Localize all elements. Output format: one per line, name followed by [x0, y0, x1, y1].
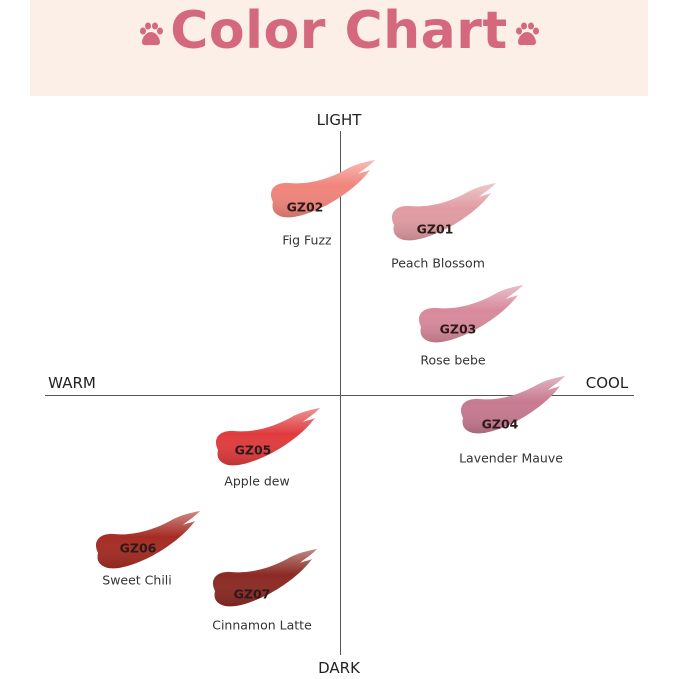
lip-swatch-shape	[391, 183, 496, 241]
swatch-name: Sweet Chili	[102, 572, 172, 588]
lip-swatch-shape	[95, 511, 200, 569]
paw-icon	[140, 22, 164, 46]
axis-label-dark: DARK	[318, 659, 360, 677]
swatch-name: Lavender Mauve	[459, 450, 563, 466]
vertical-axis	[340, 131, 341, 655]
swatch-code: GZ02	[286, 199, 324, 215]
swatch-code: GZ01	[416, 221, 454, 237]
lip-swatch-shape	[215, 408, 320, 466]
swatch-name: Cinnamon Latte	[212, 617, 312, 633]
swatch-name: Apple dew	[224, 473, 290, 489]
axis-label-warm: WARM	[48, 374, 96, 392]
horizontal-axis	[45, 395, 634, 396]
title-text: Color Chart	[170, 1, 508, 61]
axis-label-light: LIGHT	[316, 111, 362, 129]
swatch-code: GZ04	[481, 416, 519, 432]
swatch-code: GZ07	[233, 586, 271, 602]
swatch-name: Rose bebe	[420, 352, 486, 368]
lip-swatch-shape	[418, 285, 523, 343]
lip-swatch-shape	[460, 376, 565, 434]
lip-swatch-shape	[212, 549, 317, 607]
swatch-name: Peach Blossom	[391, 255, 485, 271]
swatch-code: GZ03	[439, 321, 477, 337]
lip-swatch-shape	[270, 160, 375, 218]
header-banner: Color Chart	[30, 0, 648, 96]
page-title: Color Chart	[30, 0, 648, 62]
swatch-code: GZ06	[119, 540, 157, 556]
paw-icon	[515, 22, 539, 46]
swatch-name: Fig Fuzz	[282, 232, 332, 248]
swatch-code: GZ05	[234, 442, 272, 458]
axis-label-cool: COOL	[585, 374, 629, 392]
